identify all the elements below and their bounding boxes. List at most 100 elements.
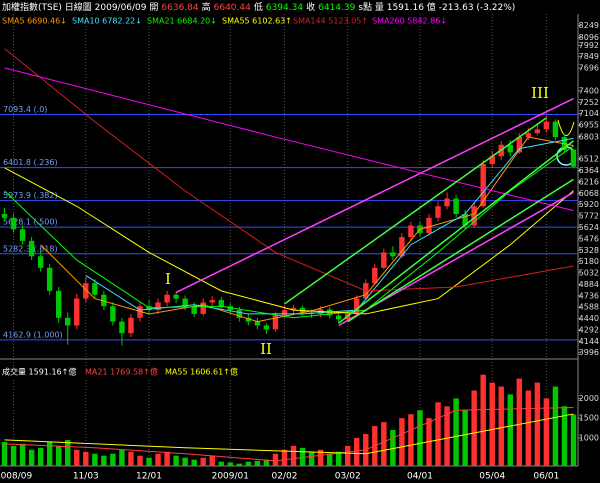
candle-body [552,121,559,138]
candle-body [516,137,523,153]
y-tick-label: 6512 [579,155,599,164]
volume-bar [236,463,243,466]
volume-bar [326,453,333,466]
volume-bar [218,461,224,466]
candle-body [254,321,261,326]
volume-bar [10,445,17,466]
volume-bar [552,386,559,466]
volume-bar [137,455,143,466]
candle-body [281,310,288,316]
y-tick-label: 4588 [579,303,599,312]
y-tick-label: 5772 [579,212,599,221]
candle-body [480,163,486,207]
volume-bar [543,398,550,466]
y-tick-label: 6364 [579,166,599,175]
volume-bar [164,451,170,466]
volume-bar [417,410,423,466]
candle-body [182,298,188,307]
header-part: -213.63 (-3.22%) [439,3,515,13]
volume-bar [110,453,116,466]
candle-body [507,144,513,153]
candle-body [65,317,71,326]
candle-body [390,252,396,257]
volume-bar [390,430,396,466]
volume-bar [489,382,495,466]
volume-bar [480,374,486,466]
volume-bar [254,460,261,466]
candle-body [426,217,432,234]
y-tick-label: 5920 [579,200,599,209]
y-tick-label: 6216 [579,177,599,186]
volume-bar [435,402,441,466]
candle-body [245,317,252,322]
candle-body [137,306,143,318]
volume-bar [200,457,206,466]
volume-bar [444,406,450,466]
fib-label: 4162.9 (1.000) [3,330,63,339]
candle-body [200,302,206,314]
y-tick-label: 4884 [579,280,599,289]
volume-bar [119,449,125,466]
volume-bar [281,449,288,466]
candle-body [236,310,243,318]
candle-body [534,129,541,134]
candle-body [335,315,342,320]
fib-label: 7093.4 (.0) [3,105,47,114]
volume-bar [191,459,197,466]
legend-entry: SMA55 6102.63↑ [222,17,292,26]
candle-body [191,306,197,314]
candle-body [164,294,170,303]
volume-bar [92,453,98,466]
volume-bar [74,449,80,466]
moving-average [4,67,574,212]
y-tick-label: 8249 [579,21,599,30]
x-tick-label: 2008/09 [0,472,33,482]
trend-line [175,97,574,294]
volume-bar [245,461,252,466]
volume-bar [37,447,44,466]
candle-body [435,206,441,218]
header-part: 加權指數(TSE) 日線圖 2009/06/09 開 [2,1,158,13]
volume-bar [471,390,477,466]
volume-bar [101,455,107,466]
header-part: s點 量 1591.16 億 [358,1,436,13]
legend-entry: SMA5 6690.46↓ [2,17,67,26]
volume-bar [28,449,35,466]
y-tick-label: 5032 [579,269,599,278]
y-tick-label: 4440 [579,314,599,323]
header-part: 6414.39 [318,3,355,13]
legend-entry: SMA10 6782.22↓ [72,17,142,26]
volume-bar [83,451,89,466]
candle-body [372,267,378,284]
legend-entry: SMA260 5842.86↓ [372,17,447,26]
candle-body [408,225,414,238]
volume-bar [19,443,26,466]
legend-entry: SMA144 5123.05↑ [293,17,368,26]
y-tick-label: 4736 [579,291,599,300]
moving-average [4,145,574,319]
volume-bar [534,382,541,466]
volume-bar [570,414,577,466]
y-tick-label: 7696 [579,64,599,73]
header-part: 6394.34 [266,3,303,13]
candle-body [74,298,80,326]
fib-label: 6401.8 (.236) [3,158,58,167]
candle-body [489,156,495,164]
candle-body [525,133,532,138]
y-tick-label: 6955 [579,121,599,130]
x-tick-label: 03/02 [335,472,361,482]
volume-bar [1,441,8,466]
volume-bar [462,410,468,466]
volume-ma [4,413,574,455]
volume-bar [173,455,179,466]
trend-line [347,178,574,323]
y-tick-label: 5624 [579,223,599,232]
y-tick-label: 1500 [579,414,599,423]
volume-title: 成交量 1591.16↑億 [2,367,76,377]
x-tick-label: 05/04 [479,472,505,482]
candle-body [128,317,134,334]
fib-label: 5973.9 (.382) [3,191,58,200]
header-part: 高 [202,1,211,13]
volume-bar [263,459,270,466]
